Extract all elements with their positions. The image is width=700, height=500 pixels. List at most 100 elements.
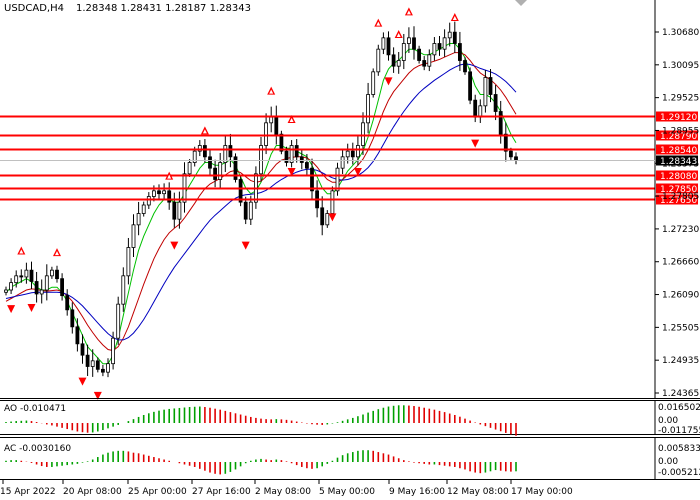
time-tick-label: 17 May 00:00: [511, 487, 573, 497]
current-price-label: 1.28343: [660, 157, 697, 167]
time-tick-label: 5 May 00:00: [319, 487, 375, 497]
candle-body: [24, 269, 29, 278]
ma-line-0: [5, 43, 517, 365]
time-tick-label: 15 Apr 2022: [0, 487, 56, 497]
candle-body: [151, 190, 156, 197]
candle-body: [422, 60, 427, 67]
candle-body: [259, 145, 263, 175]
candle-body: [361, 122, 365, 146]
candle-body: [233, 156, 238, 180]
candle-body: [498, 111, 503, 135]
level-price-label: 1.29120: [660, 113, 697, 123]
fractal-down-arrow: [471, 139, 480, 148]
level-price-tag: [656, 144, 698, 155]
fractal-down-arrow: [384, 77, 393, 86]
candle-body: [90, 360, 95, 367]
candle-body: [284, 150, 289, 163]
fractal-up-arrow-inner: [406, 10, 411, 15]
fractal-down-arrow: [170, 241, 179, 250]
time-tick-label: 2 May 08:00: [255, 487, 311, 497]
time-tick-label: 9 May 16:00: [389, 487, 445, 497]
time-tick-label: 27 Apr 16:00: [192, 487, 251, 497]
candle-body: [70, 309, 75, 328]
candle-body: [9, 282, 14, 291]
candle-body: [483, 77, 488, 107]
candle-body: [478, 105, 483, 118]
candlesticks: [4, 21, 518, 378]
time-tick-label: 12 May 08:00: [447, 487, 509, 497]
level-price-tag: [656, 130, 698, 141]
level-price-tag: [656, 170, 698, 181]
candle-body: [310, 167, 314, 192]
candle-body: [340, 156, 345, 169]
price-axis[interactable]: 1.306801.300951.295251.289551.283751.278…: [0, 28, 699, 399]
candle-body: [121, 275, 126, 305]
candle-body: [320, 207, 325, 226]
candle-body: [427, 54, 432, 67]
ac-histogram: [5, 450, 517, 475]
candle-body: [146, 196, 151, 206]
candle-body: [452, 31, 457, 44]
candle-body: [218, 162, 223, 180]
level-price-label: 1.27850: [660, 185, 697, 195]
level-price-label: 1.27650: [660, 196, 697, 206]
candle-body: [391, 54, 396, 67]
candle-body: [243, 201, 248, 220]
candle-body: [503, 133, 508, 152]
candle-body: [197, 145, 202, 152]
level-price-label: 1.28080: [660, 172, 697, 182]
price-tick-label: 1.25505: [662, 323, 699, 333]
ac-indicator-panel[interactable]: AC -0.0030160 0.0058333 0.00 -0.005212: [0, 437, 700, 480]
candle-body: [187, 162, 192, 175]
time-axis[interactable]: 15 Apr 2022 20 Apr 08:00 25 Apr 00:00 27 Ap…: [0, 480, 573, 497]
candle-body: [44, 275, 49, 291]
candle-body: [294, 145, 299, 158]
fractal-down-arrow: [287, 168, 296, 176]
candle-body: [126, 247, 131, 277]
candle-body: [376, 48, 381, 73]
candle-body: [213, 167, 218, 180]
candle-body: [4, 289, 8, 293]
ao-histogram: [5, 405, 517, 436]
candle-body: [457, 43, 462, 61]
candle-body: [238, 179, 243, 203]
level-price-label: 1.28540: [660, 146, 697, 156]
price-tick-label: 1.24935: [662, 356, 699, 366]
ao-indicator-panel[interactable]: AO -0.010471 0.016502 0.00 -0.011755: [0, 400, 700, 436]
ac-tick-bottom: -0.005212: [658, 468, 700, 478]
time-tick-label: 25 Apr 00:00: [128, 487, 187, 497]
time-tick-label: 20 Apr 08:00: [63, 487, 122, 497]
fractal-up-arrow-inner: [452, 16, 457, 20]
fractal-up-arrow-inner: [55, 251, 59, 256]
candle-body: [447, 31, 452, 39]
candle-body: [162, 190, 167, 195]
main-price-panel[interactable]: 1.29120 1.28790 1.28540 1.28080 1.278501.276…: [0, 0, 700, 400]
symbol-timeframe-label: USDCAD,H4: [4, 3, 64, 14]
ohlc-readout: 1.28348 1.28431 1.28187 1.28343: [76, 3, 251, 14]
candle-body: [167, 190, 172, 203]
fractal-down-arrow: [78, 377, 87, 386]
candle-body: [34, 281, 39, 295]
level-price-tag: [656, 183, 698, 194]
price-tick-label: 1.26090: [662, 291, 699, 301]
candle-body: [406, 37, 411, 44]
candle-body: [101, 368, 105, 373]
fractal-up-arrow-inner: [376, 21, 381, 26]
ac-label: AC -0.0030160: [4, 444, 71, 454]
candle-body: [19, 275, 24, 278]
candle-body: [80, 343, 85, 356]
ac-tick-top: 0.0058333: [658, 444, 700, 454]
candle-body: [330, 190, 335, 214]
candle-body: [493, 94, 498, 112]
candle-body: [157, 190, 161, 195]
chart-shift-marker[interactable]: [515, 0, 527, 6]
candle-body: [65, 295, 70, 311]
support-resistance-lines[interactable]: 1.29120 1.28790 1.28540 1.28080 1.278501.276…: [0, 111, 698, 207]
candle-body: [401, 43, 406, 61]
fractal-down-arrow: [241, 241, 250, 250]
price-tick-label: 1.29525: [662, 94, 699, 104]
candle-body: [60, 278, 64, 297]
price-tick-label: 1.30680: [662, 28, 699, 38]
